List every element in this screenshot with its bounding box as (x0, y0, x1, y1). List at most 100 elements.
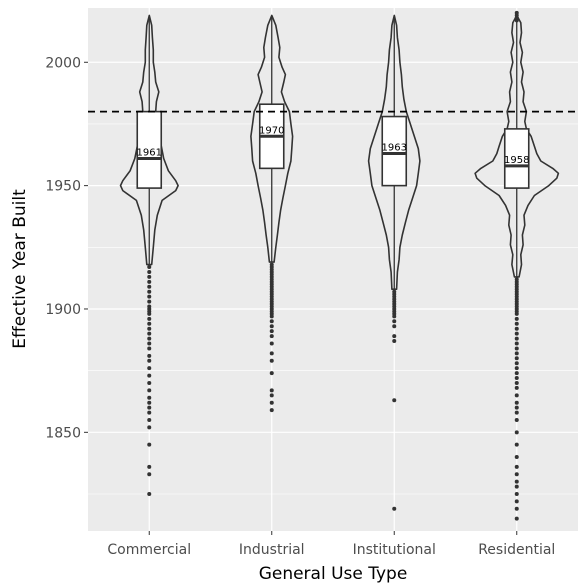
outlier-point (514, 380, 519, 385)
outlier-point (269, 408, 274, 413)
y-tick-label: 1850 (45, 425, 81, 441)
outlier-point (147, 299, 152, 304)
outlier-point (514, 351, 519, 356)
outlier-point (147, 331, 152, 336)
outlier-point (269, 341, 274, 346)
outlier-point (514, 346, 519, 351)
iqr-box (136, 110, 163, 189)
violin-group-industrial: 1970 (250, 14, 294, 413)
y-axis: 1850 1900 1950 2000 (45, 55, 88, 441)
x-tick-label: Institutional (353, 542, 436, 558)
outlier-point (147, 316, 152, 321)
outlier-point (147, 279, 152, 284)
outlier-point (147, 346, 152, 351)
iqr-box (381, 115, 408, 187)
x-axis: Commercial Industrial Institutional Residen… (107, 531, 555, 558)
outlier-point (514, 376, 519, 381)
outlier-point (514, 371, 519, 376)
violins: 1961 1970 1963 1958 (119, 10, 560, 521)
outlier-point (392, 319, 397, 324)
outlier-point (147, 373, 152, 378)
outlier-point (147, 284, 152, 289)
outlier-point (269, 393, 274, 398)
outlier-point (269, 262, 274, 267)
outlier-point (147, 472, 152, 477)
outlier-point (392, 506, 397, 511)
outlier-point (147, 269, 152, 274)
outlier-point (514, 321, 519, 326)
outlier-point (514, 484, 519, 489)
x-tick-label: Residential (478, 542, 555, 558)
outlier-point (147, 464, 152, 469)
violin-group-residential: 1958 (474, 10, 560, 521)
outlier-point (514, 385, 519, 390)
median-label: 1961 (137, 147, 162, 158)
iqr-box (503, 128, 530, 189)
outlier-point (147, 491, 152, 496)
median-label: 1970 (259, 125, 284, 136)
outlier-point (147, 289, 152, 294)
outlier-point (392, 339, 397, 344)
outlier-point (514, 506, 519, 511)
outlier-point (514, 393, 519, 398)
outlier-point (269, 358, 274, 363)
outlier-point (514, 361, 519, 366)
outlier-point (147, 336, 152, 341)
outlier-point (269, 351, 274, 356)
outlier-point (514, 442, 519, 447)
outlier-point (514, 499, 519, 504)
y-tick-label: 1900 (45, 302, 81, 318)
y-axis-title: Effective Year Built (10, 189, 30, 349)
outlier-point (147, 410, 152, 415)
outlier-point (147, 388, 152, 393)
outlier-point (269, 334, 274, 339)
y-tick-label: 2000 (45, 55, 81, 71)
violin-outline (119, 14, 179, 266)
outlier-point (392, 289, 397, 294)
outlier-point (392, 334, 397, 339)
violin-outline (367, 14, 421, 290)
outlier-point (269, 329, 274, 334)
x-tick-label: Commercial (107, 542, 191, 558)
outlier-point (147, 304, 152, 309)
plot-panel (88, 8, 578, 531)
outlier-point (147, 265, 152, 270)
outlier-point (514, 491, 519, 496)
outlier-point (269, 319, 274, 324)
outlier-point (147, 400, 152, 405)
outlier-point (392, 398, 397, 403)
outlier-point (147, 425, 152, 430)
outlier-point (514, 479, 519, 484)
outlier-point (147, 353, 152, 358)
outlier-point (147, 294, 152, 299)
outlier-point (514, 331, 519, 336)
outlier-point (514, 400, 519, 405)
outlier-point (514, 336, 519, 341)
outlier-point (269, 324, 274, 329)
violin-group-commercial: 1961 (119, 14, 179, 496)
outlier-point (147, 341, 152, 346)
outlier-point (514, 405, 519, 410)
outlier-point (514, 10, 519, 15)
outlier-point (514, 326, 519, 331)
outlier-point (269, 400, 274, 405)
outlier-point (269, 388, 274, 393)
violin-outline (474, 14, 560, 278)
outlier-point (147, 405, 152, 410)
outlier-point (147, 274, 152, 279)
outlier-point (514, 472, 519, 477)
outlier-point (514, 277, 519, 282)
outlier-point (514, 356, 519, 361)
outlier-point (147, 321, 152, 326)
outlier-point (514, 417, 519, 422)
outlier-point (514, 341, 519, 346)
outlier-point (147, 358, 152, 363)
outlier-point (514, 410, 519, 415)
median-label: 1958 (504, 155, 529, 166)
outlier-point (514, 516, 519, 521)
outlier-point (269, 371, 274, 376)
outlier-point (147, 366, 152, 371)
outlier-point (514, 430, 519, 435)
outlier-point (514, 464, 519, 469)
